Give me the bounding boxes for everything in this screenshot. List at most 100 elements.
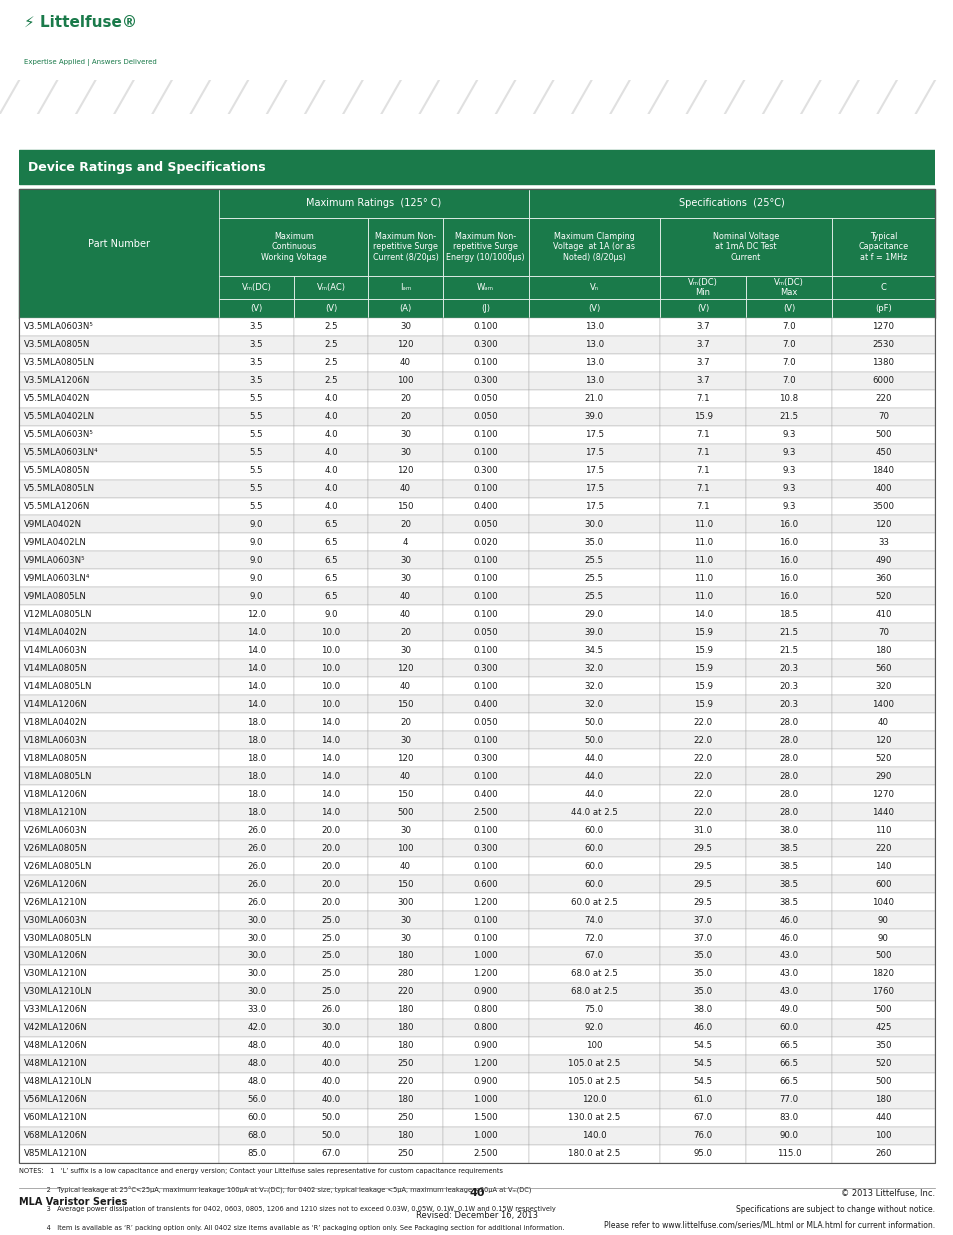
Text: 20.0: 20.0: [321, 826, 340, 835]
Bar: [368, 275, 442, 299]
Bar: [659, 479, 745, 498]
Text: 30: 30: [399, 736, 411, 745]
Bar: [219, 219, 368, 275]
Bar: [19, 443, 219, 462]
Bar: [528, 588, 659, 605]
Text: 500: 500: [874, 951, 891, 961]
Text: 10.0: 10.0: [321, 646, 340, 655]
Bar: [528, 821, 659, 839]
Bar: [659, 911, 745, 929]
Text: 48.0: 48.0: [247, 1077, 266, 1087]
Bar: [368, 372, 442, 389]
Text: 220: 220: [874, 844, 891, 852]
Bar: [19, 893, 219, 911]
Text: 90: 90: [877, 934, 888, 942]
Bar: [831, 552, 934, 569]
Bar: [831, 1000, 934, 1019]
Text: 54.5: 54.5: [693, 1060, 712, 1068]
Text: 6.5: 6.5: [324, 538, 337, 547]
Bar: [219, 1091, 294, 1109]
Bar: [368, 695, 442, 714]
Text: 22.0: 22.0: [693, 808, 712, 816]
Bar: [19, 641, 219, 659]
Text: 7.0: 7.0: [781, 377, 795, 385]
Bar: [219, 641, 294, 659]
Bar: [659, 1055, 745, 1073]
Text: 3.7: 3.7: [696, 340, 709, 350]
Bar: [528, 1037, 659, 1055]
Bar: [659, 947, 745, 965]
Bar: [442, 750, 528, 767]
Text: 100: 100: [585, 1041, 602, 1051]
Bar: [368, 353, 442, 372]
Bar: [368, 299, 442, 317]
Bar: [442, 911, 528, 929]
Bar: [19, 1073, 219, 1091]
Bar: [294, 803, 368, 821]
Bar: [745, 1145, 831, 1163]
Bar: [659, 569, 745, 588]
Text: 14.0: 14.0: [247, 663, 266, 673]
Text: 17.5: 17.5: [584, 501, 603, 511]
Bar: [659, 1000, 745, 1019]
Bar: [442, 552, 528, 569]
Text: 0.100: 0.100: [473, 574, 497, 583]
Bar: [368, 408, 442, 426]
Bar: [659, 219, 831, 275]
Text: 76.0: 76.0: [693, 1131, 712, 1140]
Bar: [219, 389, 294, 408]
Text: 16.0: 16.0: [779, 574, 798, 583]
Bar: [831, 372, 934, 389]
Bar: [219, 408, 294, 426]
Bar: [831, 785, 934, 803]
Text: 37.0: 37.0: [693, 915, 712, 925]
Text: 4.0: 4.0: [324, 484, 337, 493]
Bar: [294, 336, 368, 353]
Text: 5.5: 5.5: [250, 484, 263, 493]
Text: 1440: 1440: [871, 808, 894, 816]
Bar: [294, 641, 368, 659]
Text: 35.0: 35.0: [693, 988, 712, 997]
Bar: [745, 750, 831, 767]
Text: 0.300: 0.300: [473, 844, 497, 852]
Text: 25.5: 25.5: [584, 592, 603, 601]
Bar: [219, 443, 294, 462]
Text: 3.7: 3.7: [696, 322, 709, 331]
Bar: [831, 714, 934, 731]
Bar: [659, 1091, 745, 1109]
Bar: [831, 911, 934, 929]
Text: 4.0: 4.0: [324, 394, 337, 403]
Text: 22.0: 22.0: [693, 753, 712, 763]
Bar: [368, 714, 442, 731]
Bar: [442, 1055, 528, 1073]
Text: 2530: 2530: [871, 340, 894, 350]
Text: 6.5: 6.5: [324, 574, 337, 583]
Bar: [528, 1126, 659, 1145]
Bar: [831, 336, 934, 353]
Text: 0.100: 0.100: [473, 934, 497, 942]
Text: 0.300: 0.300: [473, 466, 497, 475]
Bar: [442, 947, 528, 965]
Bar: [219, 552, 294, 569]
Bar: [294, 299, 368, 317]
Text: 5.5: 5.5: [250, 394, 263, 403]
Bar: [528, 641, 659, 659]
Text: 280: 280: [396, 969, 414, 978]
Bar: [659, 1109, 745, 1126]
Bar: [19, 731, 219, 750]
Text: 6000: 6000: [871, 377, 894, 385]
Text: 20: 20: [399, 412, 411, 421]
Bar: [294, 624, 368, 641]
Text: 1820: 1820: [871, 969, 894, 978]
Bar: [294, 1091, 368, 1109]
Text: 35.0: 35.0: [693, 969, 712, 978]
Bar: [831, 876, 934, 893]
Text: V9MLA0603LN⁴: V9MLA0603LN⁴: [24, 574, 90, 583]
Bar: [442, 929, 528, 947]
Bar: [659, 299, 745, 317]
Text: 14.0: 14.0: [321, 753, 340, 763]
Bar: [19, 605, 219, 624]
Text: (V): (V): [697, 304, 708, 312]
Bar: [294, 947, 368, 965]
Bar: [368, 803, 442, 821]
